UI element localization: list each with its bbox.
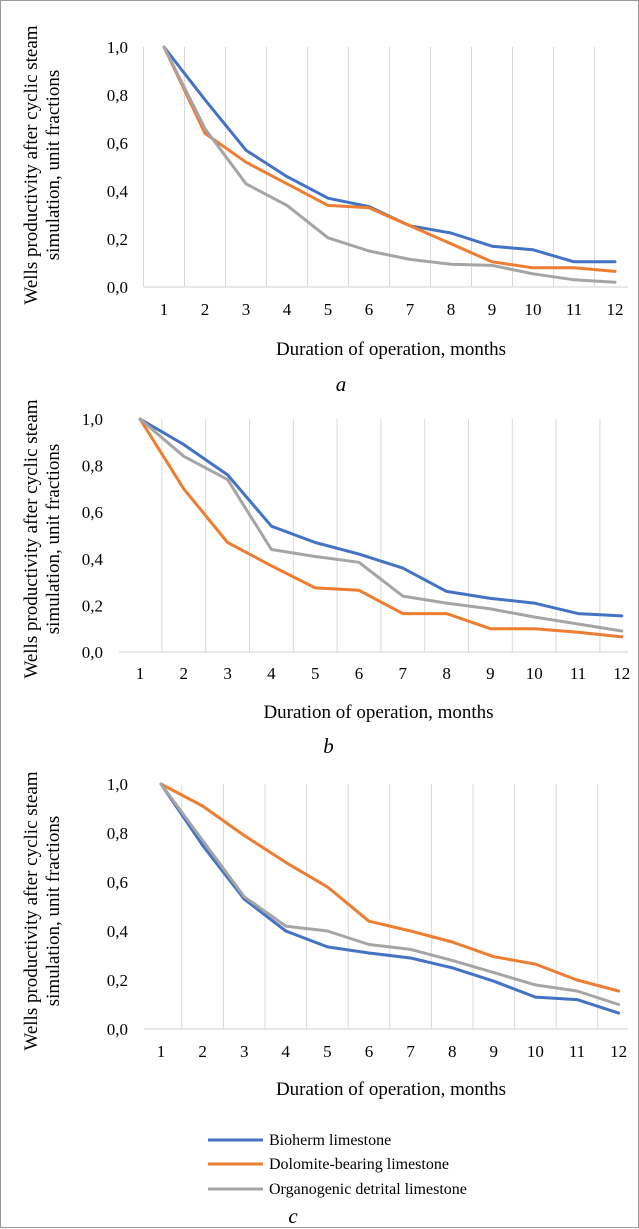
y-tick-label: 0,0 — [107, 278, 128, 297]
series-line — [159, 782, 621, 993]
x-tick-label: 7 — [399, 664, 408, 683]
x-tick-label: 5 — [323, 1042, 332, 1061]
x-tick-label: 1 — [157, 1042, 166, 1061]
series-line — [138, 417, 624, 639]
y-axis-title-line: simulation, unit fractions — [43, 70, 64, 261]
x-tick-label: 4 — [283, 300, 292, 319]
x-tick-label: 3 — [240, 1042, 249, 1061]
y-tick-label: 0,4 — [107, 182, 129, 201]
y-axis-title: Wells productivity after cyclic steamsim… — [21, 771, 64, 1050]
x-tick-label: 7 — [406, 1042, 415, 1061]
x-tick-label: 6 — [355, 664, 364, 683]
x-tick-label: 9 — [490, 1042, 499, 1061]
x-tick-label: 8 — [442, 664, 451, 683]
chart-panel-b: 0,00,20,40,60,81,01 2 3 4 5 6 7 8 9 10 11 12Duratio… — [21, 399, 630, 758]
x-tick-label: 8 — [447, 300, 456, 319]
x-tick-label: 10 — [525, 300, 542, 319]
x-tick-label: 1 — [136, 664, 145, 683]
x-tick-label: 9 — [486, 664, 495, 683]
y-tick-label: 1,0 — [107, 38, 128, 57]
x-tick-label: 5 — [311, 664, 320, 683]
x-tick-label: 2 — [180, 664, 189, 683]
x-tick-label: 11 — [570, 664, 586, 683]
series-line — [162, 45, 617, 284]
y-tick-label: 0,2 — [107, 971, 128, 990]
x-axis-title: Duration of operation, months — [276, 339, 506, 360]
x-tick-label: 4 — [267, 664, 276, 683]
y-tick-label: 0,8 — [107, 824, 128, 843]
x-tick-label: 8 — [448, 1042, 457, 1061]
x-tick-label: 6 — [365, 300, 374, 319]
x-tick-label: 2 — [198, 1042, 207, 1061]
series-line — [138, 417, 624, 618]
y-tick-label: 0,6 — [107, 134, 128, 153]
series-line — [138, 417, 624, 633]
x-tick-label: 11 — [566, 300, 582, 319]
y-axis-title-line: Wells productivity after cyclic steam — [21, 25, 42, 304]
x-tick-label: 12 — [607, 300, 624, 319]
y-tick-label: 0,4 — [107, 922, 129, 941]
y-axis-title-line: Wells productivity after cyclic steam — [21, 771, 42, 1050]
x-tick-label: 5 — [324, 300, 333, 319]
x-tick-label: 12 — [613, 664, 630, 683]
legend-label: Dolomite-bearing limestone — [269, 1156, 449, 1173]
chart-panel-c: 0,00,20,40,60,81,01 2 3 4 5 6 7 8 9 10 11 12Duratio… — [21, 771, 628, 1100]
panel-label: b — [323, 734, 334, 758]
x-axis-title: Duration of operation, months — [276, 1079, 506, 1100]
y-axis-title-line: simulation, unit fractions — [43, 444, 64, 635]
y-tick-label: 0,8 — [107, 86, 128, 105]
y-tick-label: 0,0 — [82, 643, 103, 662]
y-tick-label: 0,0 — [107, 1020, 128, 1039]
y-tick-label: 0,6 — [107, 873, 128, 892]
y-tick-label: 0,6 — [82, 503, 103, 522]
x-tick-label: 10 — [526, 664, 543, 683]
series-line — [162, 45, 617, 273]
y-tick-label: 1,0 — [107, 775, 128, 794]
x-tick-label: 7 — [406, 300, 415, 319]
x-tick-label: 11 — [569, 1042, 585, 1061]
chart-panel-a: 0,00,20,40,60,81,01 2 3 4 5 6 7 8 9 10 11 12Duratio… — [21, 25, 628, 396]
y-axis-title-line: simulation, unit fractions — [43, 816, 64, 1007]
x-tick-label: 3 — [242, 300, 251, 319]
y-axis-title: Wells productivity after cyclic steamsim… — [21, 399, 64, 678]
y-tick-label: 0,2 — [82, 596, 103, 615]
x-tick-label: 10 — [527, 1042, 544, 1061]
x-tick-label: 3 — [223, 664, 232, 683]
x-tick-label: 6 — [365, 1042, 374, 1061]
x-tick-label: 9 — [488, 300, 497, 319]
series-line — [159, 782, 621, 1015]
y-tick-label: 0,4 — [82, 550, 104, 569]
legend-label: Bioherm limestone — [269, 1132, 391, 1149]
legend-label: Organogenic detrital limestone — [269, 1181, 467, 1198]
x-tick-label: 1 — [160, 300, 169, 319]
y-tick-label: 0,2 — [107, 230, 128, 249]
legend: Bioherm limestone Dolomite-bearing limest… — [208, 1132, 467, 1198]
y-axis-title-line: Wells productivity after cyclic steam — [21, 399, 42, 678]
y-axis-title: Wells productivity after cyclic steamsim… — [21, 25, 64, 304]
x-tick-label: 12 — [610, 1042, 627, 1061]
x-tick-label: 4 — [282, 1042, 291, 1061]
panel-label: a — [336, 372, 347, 396]
series-line — [159, 782, 621, 1006]
x-axis-title: Duration of operation, months — [263, 702, 493, 723]
x-tick-label: 2 — [201, 300, 210, 319]
panel-label: c — [288, 1204, 298, 1228]
y-tick-label: 1,0 — [82, 410, 103, 429]
y-tick-label: 0,8 — [82, 457, 103, 476]
